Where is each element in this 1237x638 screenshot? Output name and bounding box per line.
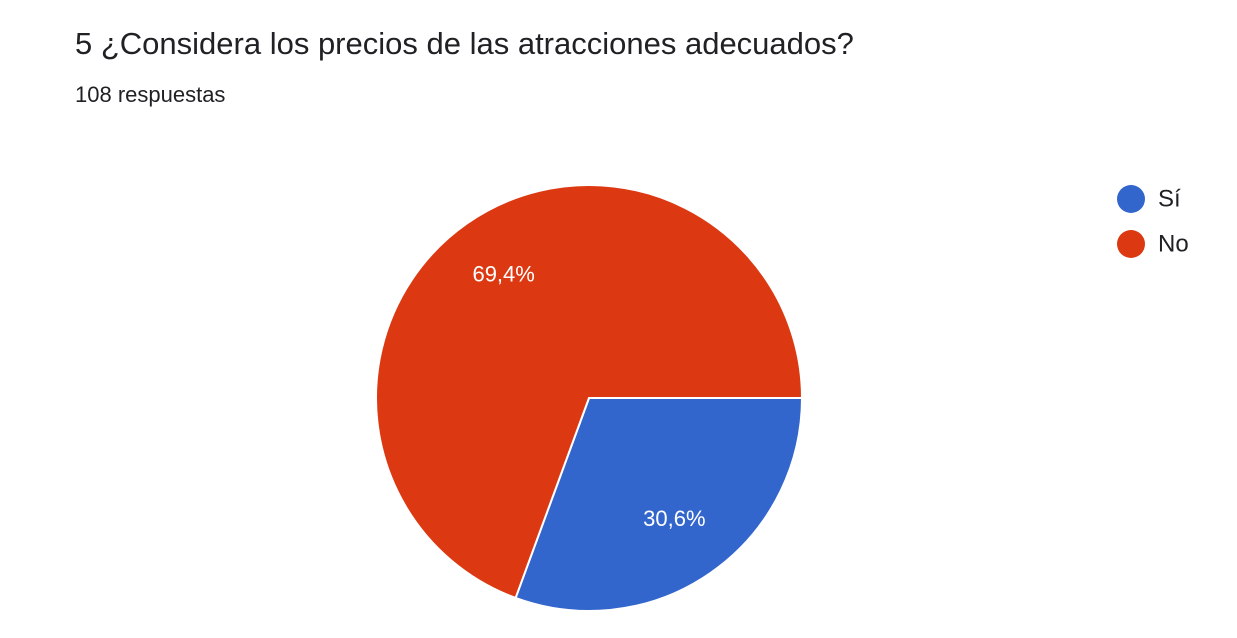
chart-title: 5 ¿Considera los precios de las atraccio… [75,26,854,61]
legend-label: Sí [1158,185,1181,212]
legend-label: No [1158,230,1189,257]
chart-subtitle: 108 respuestas [75,82,225,107]
pie-slice [514,397,804,612]
slice-label: 30,6% [643,506,705,531]
legend-marker [1117,185,1145,213]
slice-label: 69,4% [472,262,534,287]
pie-slice [375,184,804,600]
legend-marker [1117,230,1145,258]
